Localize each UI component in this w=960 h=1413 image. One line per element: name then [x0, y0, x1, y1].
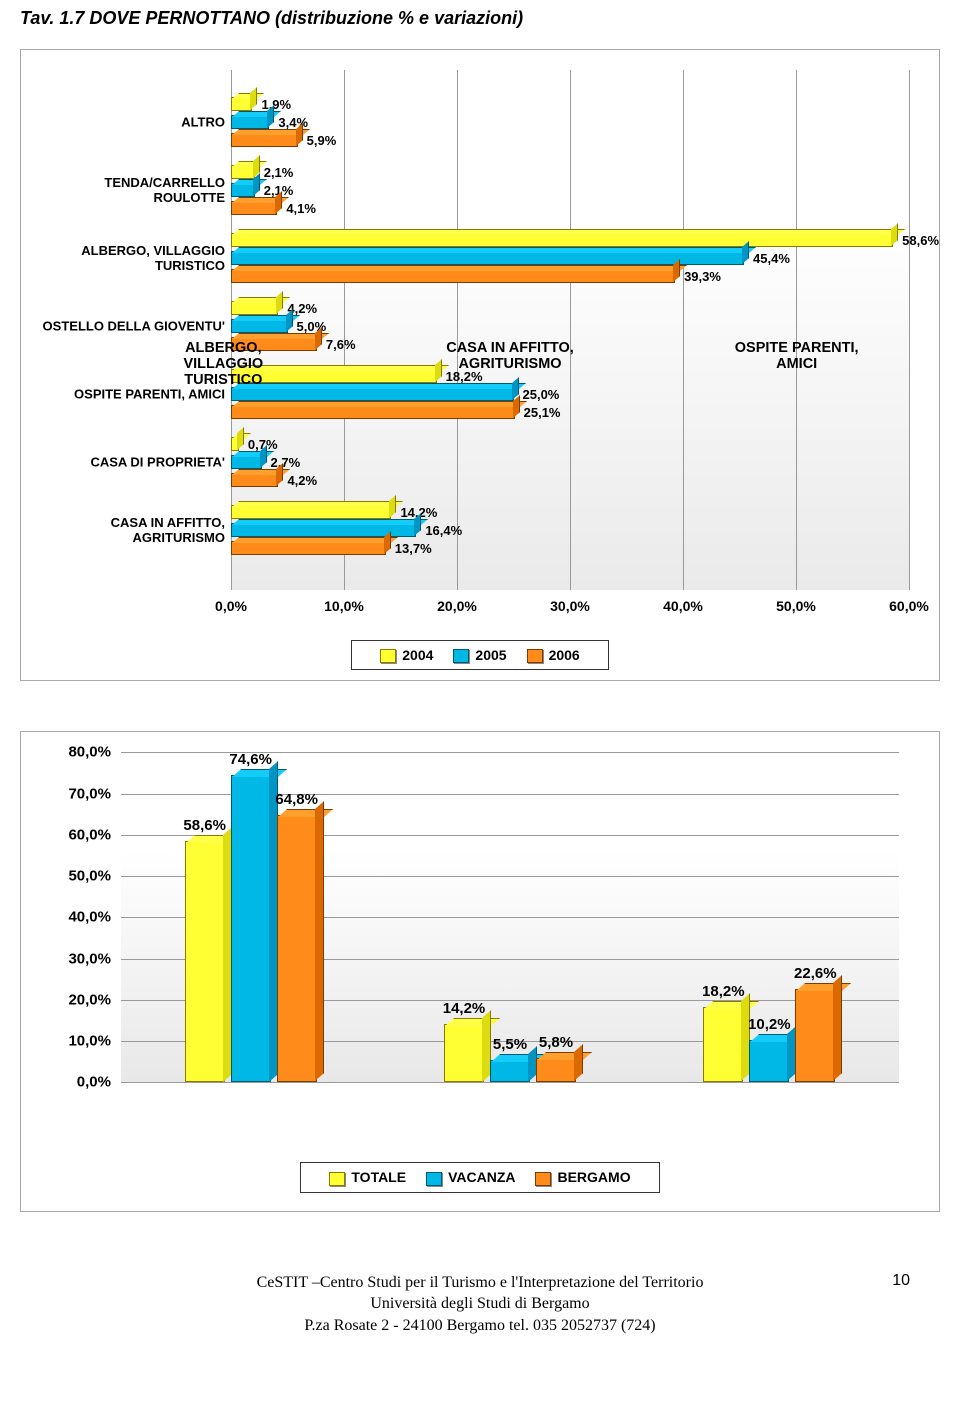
- chart1-value-label: 5,9%: [297, 134, 337, 148]
- chart2-value-label: 10,2%: [748, 1016, 791, 1033]
- footer-line1: CeSTIT –Centro Studi per il Turismo e l'…: [257, 1274, 704, 1291]
- chart1-bar: 3,4%: [231, 115, 269, 129]
- chart2-category-label: OSPITE PARENTI, AMICI: [687, 340, 907, 372]
- chart1-legend-item: 2006: [527, 647, 580, 663]
- chart2-category-label: ALBERGO, VILLAGGIO TURISTICO: [113, 340, 333, 388]
- chart1-bar: 4,2%: [231, 301, 278, 315]
- chart1-bar: 2,7%: [231, 455, 262, 469]
- chart2-value-label: 22,6%: [794, 965, 837, 982]
- chart1-bar: 1,9%: [231, 97, 252, 111]
- chart2-value-label: 18,2%: [702, 983, 745, 1000]
- page-title: Tav. 1.7 DOVE PERNOTTANO (distribuzione …: [20, 8, 940, 29]
- chart2-value-label: 64,8%: [275, 791, 318, 808]
- footer-line2: Università degli Studi di Bergamo: [370, 1295, 589, 1312]
- chart2-bar: 5,8%: [536, 1058, 576, 1082]
- chart2-bar: 74,6%: [231, 775, 271, 1083]
- chart2-value-label: 58,6%: [183, 817, 226, 834]
- chart1-xtick: 0,0%: [215, 598, 247, 614]
- chart2-bar: 14,2%: [444, 1024, 484, 1083]
- chart1-row: TENDA/CARRELLO ROULOTTE2,1%2,1%4,1%: [231, 156, 909, 224]
- chart1-bar: 45,4%: [231, 251, 744, 265]
- chart1-bar: 2,1%: [231, 183, 255, 197]
- chart1-legend-item: 2004: [380, 647, 433, 663]
- chart1-xtick: 20,0%: [437, 598, 477, 614]
- chart1-bar: 25,0%: [231, 387, 514, 401]
- chart1-xtick: 30,0%: [550, 598, 590, 614]
- chart1-xtick: 10,0%: [324, 598, 364, 614]
- chart1-bar: 58,6%: [231, 233, 893, 247]
- chart2-value-label: 5,5%: [493, 1036, 527, 1053]
- chart2-legend-item: BERGAMO: [535, 1169, 630, 1185]
- chart1-value-label: 18,2%: [436, 370, 483, 384]
- chart1-value-label: 16,4%: [415, 524, 462, 538]
- chart2-category-label: CASA IN AFFITTO, AGRITURISMO: [400, 340, 620, 372]
- chart1-row: CASA IN AFFITTO, AGRITURISMO14,2%16,4%13…: [231, 496, 909, 564]
- chart1-value-label: 25,1%: [514, 406, 561, 420]
- chart1-value-label: 58,6%: [892, 234, 939, 248]
- chart2-legend: TOTALE VACANZA BERGAMO: [300, 1162, 659, 1192]
- chart2-ytick: 20,0%: [68, 991, 121, 1008]
- chart1-bar: 2,1%: [231, 165, 255, 179]
- chart1-value-label: 2,1%: [254, 184, 294, 198]
- chart2-value-label: 14,2%: [443, 1000, 486, 1017]
- chart1-category-label: ALTRO: [40, 115, 231, 130]
- chart2-ytick: 80,0%: [68, 744, 121, 761]
- chart1-legend-item: 2005: [453, 647, 506, 663]
- chart2-legend-item: VACANZA: [426, 1169, 515, 1185]
- chart1-xtick: 50,0%: [776, 598, 816, 614]
- chart1-category-label: ALBERGO, VILLAGGIO TURISTICO: [40, 243, 231, 273]
- chart1-category-label: OSPITE PARENTI, AMICI: [40, 387, 231, 402]
- chart2-bar: 64,8%: [277, 815, 317, 1082]
- chart1-bar: 25,1%: [231, 405, 515, 419]
- chart1-category-label: CASA IN AFFITTO, AGRITURISMO: [40, 515, 231, 545]
- chart1-row: CASA DI PROPRIETA'0,7%2,7%4,2%: [231, 428, 909, 496]
- chart2-ytick: 50,0%: [68, 868, 121, 885]
- chart1-bar: 0,7%: [231, 437, 239, 451]
- chart2-ytick: 10,0%: [68, 1033, 121, 1050]
- chart1-bar: 39,3%: [231, 269, 675, 283]
- chart1-row: ALTRO1,9%3,4%5,9%: [231, 88, 909, 156]
- chart1-value-label: 13,7%: [385, 542, 432, 556]
- chart2-bar: 10,2%: [749, 1040, 789, 1082]
- chart1-value-label: 45,4%: [743, 252, 790, 266]
- chart2-ytick: 0,0%: [77, 1074, 121, 1091]
- chart2-value-label: 5,8%: [539, 1034, 573, 1051]
- chart2-panel: 0,0% 10,0% 20,0% 30,0% 40,0% 50,0% 60,0% 70,0% 8…: [20, 731, 940, 1211]
- chart1-category-label: CASA DI PROPRIETA': [40, 455, 231, 470]
- chart2-legend-item: TOTALE: [329, 1169, 406, 1185]
- chart1-value-label: 39,3%: [674, 270, 721, 284]
- chart1-xaxis: 0,0%10,0%20,0%30,0%40,0%50,0%60,0%: [231, 598, 909, 618]
- chart1-value-label: 4,2%: [277, 474, 317, 488]
- chart2-bar: 5,5%: [490, 1060, 530, 1083]
- chart1-bar: 4,2%: [231, 473, 278, 487]
- chart1-xtick: 40,0%: [663, 598, 703, 614]
- chart1-bar: 5,9%: [231, 133, 298, 147]
- chart2-bar: 58,6%: [185, 841, 225, 1083]
- chart1-value-label: 0,7%: [238, 438, 278, 452]
- page-number: 10: [892, 1272, 910, 1290]
- chart1-category-label: OSTELLO DELLA GIOVENTU': [40, 319, 231, 334]
- chart1-bar: 14,2%: [231, 505, 391, 519]
- chart2-bar: 22,6%: [795, 989, 835, 1082]
- chart1-xtick: 60,0%: [889, 598, 929, 614]
- footer-line3: P.za Rosate 2 - 24100 Bergamo tel. 035 2…: [304, 1317, 655, 1334]
- chart1-bar: 13,7%: [231, 541, 386, 555]
- chart2-value-label: 74,6%: [229, 751, 272, 768]
- chart2-ytick: 30,0%: [68, 950, 121, 967]
- chart2-ytick: 70,0%: [68, 785, 121, 802]
- chart1-legend: 2004 2005 2006: [351, 640, 608, 670]
- chart1-bar: 5,0%: [231, 319, 288, 333]
- chart1-category-label: TENDA/CARRELLO ROULOTTE: [40, 175, 231, 205]
- chart1-row: ALBERGO, VILLAGGIO TURISTICO58,6%45,4%39…: [231, 224, 909, 292]
- chart2-ytick: 60,0%: [68, 826, 121, 843]
- chart2-bar: 18,2%: [703, 1007, 743, 1082]
- chart1-bar: 4,1%: [231, 201, 277, 215]
- chart1-value-label: 4,2%: [277, 302, 317, 316]
- chart1-value-label: 4,1%: [276, 202, 316, 216]
- chart2-ytick: 40,0%: [68, 909, 121, 926]
- page-footer: CeSTIT –Centro Studi per il Turismo e l'…: [20, 1272, 940, 1337]
